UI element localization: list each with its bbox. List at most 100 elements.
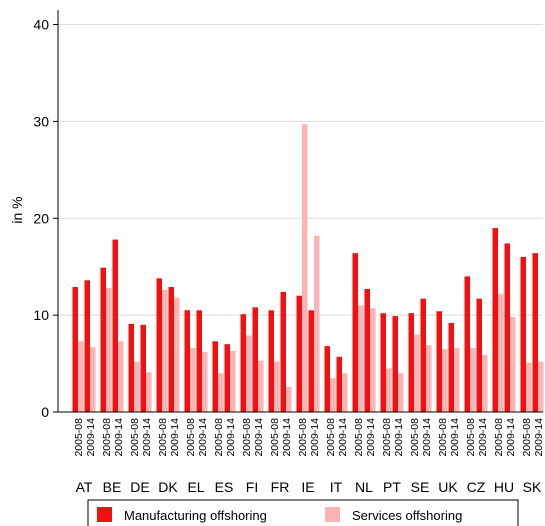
group-label: CZ (467, 479, 486, 495)
y-tick-label: 40 (33, 17, 49, 33)
bar (156, 278, 162, 412)
bar (174, 297, 180, 412)
bar (218, 373, 224, 412)
bar (352, 253, 358, 412)
bar (504, 243, 510, 412)
legend-label: Services offshoring (352, 508, 462, 523)
group-label: UK (438, 479, 458, 495)
bar (470, 348, 476, 412)
bar (330, 378, 336, 412)
bar (358, 305, 364, 412)
y-tick-label: 10 (33, 307, 49, 323)
y-tick-label: 20 (33, 210, 49, 226)
x-tick-label: 2005-08 (325, 418, 337, 457)
bar (106, 288, 112, 412)
bar (392, 316, 398, 412)
x-tick-label: 2005-08 (241, 418, 253, 457)
x-tick-label: 2005-08 (129, 418, 141, 457)
bar (302, 124, 308, 412)
x-tick-label: 2005-08 (521, 418, 533, 457)
bar (112, 239, 118, 412)
group-label: BE (103, 479, 122, 495)
x-tick-label: 2009-14 (225, 418, 237, 457)
bar (464, 276, 470, 412)
bar (118, 341, 124, 412)
x-tick-label: 2009-14 (505, 418, 517, 457)
bar (492, 227, 498, 412)
x-tick-label: 2009-14 (449, 418, 461, 457)
x-tick-label: 2009-14 (393, 418, 405, 457)
x-tick-label: 2009-14 (141, 418, 153, 457)
bar (498, 293, 504, 412)
x-tick-label: 2009-14 (113, 418, 125, 457)
x-tick-label: 2005-08 (157, 418, 169, 457)
y-tick-label: 30 (33, 113, 49, 129)
y-tick-label: 0 (41, 404, 49, 420)
bar (414, 334, 420, 412)
bar (532, 253, 538, 412)
group-label: EL (187, 479, 204, 495)
legend-swatch (97, 507, 112, 522)
bar (268, 310, 274, 412)
x-tick-label: 2005-08 (213, 418, 225, 457)
bar (398, 373, 404, 412)
bar (380, 313, 386, 412)
bar (286, 386, 292, 412)
x-tick-label: 2009-14 (365, 418, 377, 457)
x-tick-label: 2009-14 (309, 418, 321, 457)
x-tick-label: 2005-08 (185, 418, 197, 457)
bar (230, 350, 236, 412)
legend-swatch (325, 507, 340, 522)
bar (454, 348, 460, 412)
bar (240, 314, 246, 412)
bar (90, 347, 96, 412)
bar (258, 360, 264, 412)
bar (252, 307, 258, 412)
x-tick-label: 2005-08 (493, 418, 505, 457)
bar (128, 323, 134, 412)
bar (202, 351, 208, 412)
bar (296, 295, 302, 412)
bar (510, 317, 516, 412)
x-tick-label: 2009-14 (533, 418, 545, 457)
x-tick-label: 2005-08 (73, 418, 85, 457)
bar (476, 298, 482, 412)
bar (336, 356, 342, 412)
bar (212, 341, 218, 412)
group-label: NL (355, 479, 373, 495)
x-tick-label: 2005-08 (409, 418, 421, 457)
group-label: ES (215, 479, 234, 495)
x-tick-label: 2005-08 (465, 418, 477, 457)
bar (436, 311, 442, 412)
x-tick-label: 2005-08 (437, 418, 449, 457)
bar (246, 335, 252, 412)
x-tick-label: 2009-14 (281, 418, 293, 457)
bar (274, 361, 280, 412)
x-tick-label: 2005-08 (381, 418, 393, 457)
bar (386, 368, 392, 412)
bar (184, 310, 190, 412)
bar (72, 287, 78, 412)
bar (364, 288, 370, 412)
group-label: HU (494, 479, 514, 495)
bar (426, 345, 432, 412)
bar (538, 361, 544, 412)
x-tick-label: 2005-08 (353, 418, 365, 457)
bar (78, 341, 84, 412)
bar (84, 280, 90, 412)
x-tick-label: 2005-08 (269, 418, 281, 457)
x-tick-label: 2009-14 (477, 418, 489, 457)
bar (408, 313, 414, 412)
bar (196, 310, 202, 412)
bar (162, 289, 168, 412)
bar (442, 349, 448, 412)
group-label: IT (330, 479, 343, 495)
group-label: DK (158, 479, 178, 495)
group-label: PT (383, 479, 401, 495)
bar (140, 324, 146, 412)
x-tick-label: 2009-14 (421, 418, 433, 457)
group-label: DE (130, 479, 149, 495)
legend-box (87, 499, 519, 526)
bar (448, 322, 454, 412)
